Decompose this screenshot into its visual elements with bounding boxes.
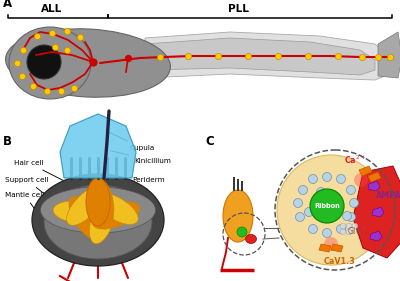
Circle shape [322,228,332,237]
Ellipse shape [69,196,102,240]
Ellipse shape [9,27,91,99]
Ellipse shape [90,196,116,244]
Polygon shape [359,166,372,176]
Circle shape [352,223,358,229]
Text: C: C [205,135,214,148]
Point [64,48,70,52]
Circle shape [346,229,352,235]
Ellipse shape [6,29,170,97]
Ellipse shape [53,201,103,223]
Circle shape [340,229,346,235]
Circle shape [296,212,304,221]
Circle shape [336,175,346,183]
Text: Ribbon: Ribbon [314,203,340,209]
Point [58,89,64,93]
Text: Kinicillium: Kinicillium [111,151,171,164]
Text: B: B [3,135,12,148]
Point [125,56,131,60]
Circle shape [346,223,352,229]
Point [245,54,251,58]
Point [34,34,40,38]
Ellipse shape [32,174,164,266]
Text: Glu$^-$: Glu$^-$ [347,225,367,235]
Polygon shape [331,244,343,252]
Circle shape [298,185,308,194]
Circle shape [336,225,346,234]
Ellipse shape [86,178,110,226]
Point [305,54,311,58]
Text: ALL: ALL [41,4,63,14]
Circle shape [332,207,342,216]
Polygon shape [368,181,380,191]
Circle shape [308,225,318,234]
Polygon shape [60,114,136,178]
Text: Mantle cell: Mantle cell [5,192,44,220]
Polygon shape [353,166,400,258]
Text: Support cell: Support cell [5,177,68,212]
Ellipse shape [44,185,152,259]
Circle shape [237,227,247,237]
Circle shape [316,187,326,196]
Circle shape [324,237,338,251]
Text: PLL: PLL [228,4,248,14]
Circle shape [304,207,314,216]
Point [71,86,77,90]
Point [64,29,70,33]
Polygon shape [378,32,400,78]
Circle shape [346,185,356,194]
Ellipse shape [66,186,104,225]
Point [14,61,20,65]
Point [387,55,393,59]
Polygon shape [145,38,375,75]
Ellipse shape [277,155,385,265]
Circle shape [310,189,344,223]
Point [157,55,163,59]
Circle shape [294,198,302,207]
Ellipse shape [40,187,156,233]
Circle shape [308,175,318,183]
Circle shape [342,212,352,221]
Circle shape [340,223,346,229]
Polygon shape [145,32,395,80]
Text: Ca$^{2+}$: Ca$^{2+}$ [344,154,366,166]
Point [90,60,96,64]
Point [49,31,55,35]
Polygon shape [370,231,382,241]
Point [44,89,50,93]
Point [30,84,36,88]
Text: AMPA: AMPA [376,191,400,201]
Point [52,45,58,49]
Point [375,55,381,59]
Text: Periderm: Periderm [132,177,165,201]
Ellipse shape [91,179,114,229]
Polygon shape [372,207,384,217]
Circle shape [27,45,61,79]
Ellipse shape [94,193,138,225]
Point [215,54,221,58]
Point [185,54,191,58]
Circle shape [346,212,356,221]
Ellipse shape [246,235,256,244]
Point [335,54,341,58]
Ellipse shape [92,202,140,229]
Point [20,48,26,52]
Circle shape [354,173,368,187]
Text: Hair cell: Hair cell [14,160,88,193]
Point [77,35,83,39]
Point [275,54,281,58]
Text: Cupula: Cupula [106,131,155,151]
Ellipse shape [223,190,253,242]
Point [19,74,25,78]
Text: A: A [3,0,12,10]
Polygon shape [368,172,381,182]
Circle shape [350,198,358,207]
Text: CaV1.3: CaV1.3 [323,257,355,266]
Point [359,55,365,59]
Circle shape [322,173,332,182]
Polygon shape [319,244,331,252]
